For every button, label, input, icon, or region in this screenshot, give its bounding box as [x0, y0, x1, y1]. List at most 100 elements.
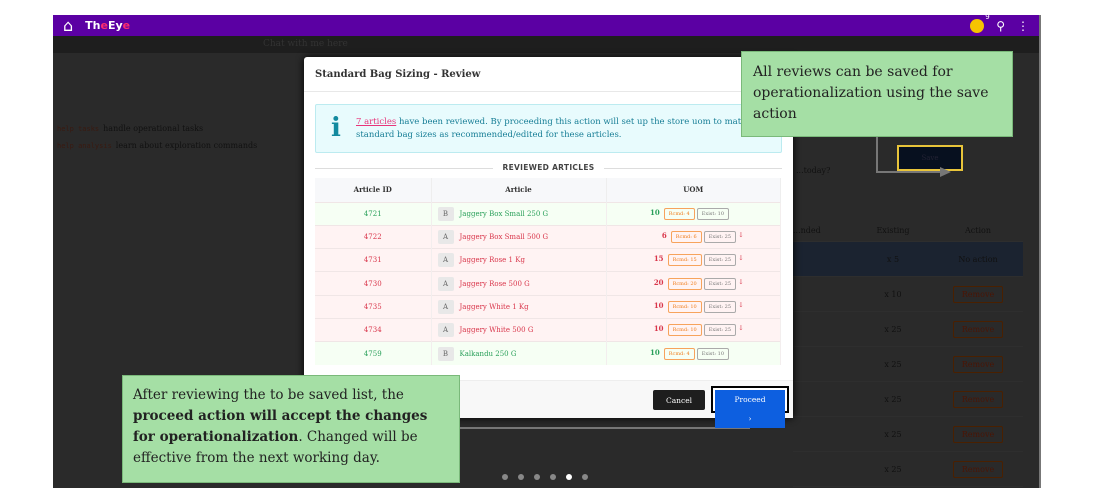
existing-badge: Exist: 25	[703, 324, 736, 337]
bg-table: ...nded Existing Action x 5 No action x 10 Re…	[793, 220, 1023, 487]
recommended-badge: Rcmd: 20	[667, 277, 702, 290]
bg-existing: x 10	[884, 289, 902, 299]
uom-cell: 20 Rcmd: 20 Exist: 25 ↓	[606, 271, 781, 296]
carousel-dot[interactable]	[582, 474, 588, 480]
uom-cell: 10 Rcmd: 4 Exist: 10	[606, 341, 781, 366]
bg-action[interactable]: Remove	[952, 320, 1004, 338]
bg-existing: x 25	[884, 464, 902, 474]
proceed-label: Proceed	[715, 390, 785, 409]
article-name: Jaggery Rose 500 G	[459, 279, 530, 288]
more-vert-icon[interactable]: ⋮	[1017, 18, 1029, 33]
articles-link[interactable]: 7 articles	[356, 116, 397, 127]
article-cell: B Jaggery Box Small 250 G	[431, 201, 607, 226]
brand-logo[interactable]: TheEye	[85, 19, 130, 32]
brand-part: Ey	[107, 19, 123, 32]
recommended-badge: Rcmd: 4	[663, 207, 695, 220]
carousel-dots	[502, 474, 588, 480]
bg-existing: x 25	[884, 359, 902, 369]
uom-cell: 6 Rcmd: 6 Exist: 25 ↓	[606, 224, 781, 249]
carousel-dot[interactable]	[502, 474, 508, 480]
bg-action[interactable]: Remove	[952, 390, 1004, 408]
bg-existing: x 25	[884, 429, 902, 439]
carousel-dot[interactable]	[518, 474, 524, 480]
callout-proceed: After reviewing the to be saved list, th…	[122, 375, 460, 483]
bg-question: ...today?	[796, 166, 831, 175]
carousel-dot[interactable]	[550, 474, 556, 480]
carousel-dot[interactable]	[566, 474, 572, 480]
review-modal: Standard Bag Sizing - Review i 7 article…	[304, 57, 793, 428]
article-name: Jaggery White 1 Kg	[459, 302, 529, 311]
article-cell: A Jaggery Rose 500 G	[431, 271, 607, 296]
bg-action[interactable]: Remove	[952, 460, 1004, 478]
level-badge: A	[437, 299, 454, 314]
recommended-badge: Rcmd: 15	[667, 254, 702, 267]
arrow-down-icon: ↓	[738, 300, 744, 309]
bg-action[interactable]: No action	[958, 254, 998, 264]
help-desc: learn about exploration commands	[115, 141, 258, 150]
topbar: ⌂ TheEye 9 ⚲ ⋮	[53, 15, 1039, 36]
col-article: Article	[431, 178, 607, 202]
level-badge: A	[437, 253, 454, 268]
existing-badge: Exist: 25	[703, 254, 736, 267]
level-badge: A	[437, 276, 454, 291]
search-icon[interactable]: ⚲	[996, 18, 1005, 33]
bg-row: x 25 Remove	[793, 452, 1023, 487]
article-name: Jaggery Box Small 500 G	[459, 232, 549, 241]
existing-badge: Exist: 10	[696, 347, 729, 360]
recommended-badge: Rcmd: 10	[667, 300, 702, 313]
bg-row: x 10 Remove	[793, 277, 1023, 312]
bg-existing: x 5	[886, 254, 900, 264]
bg-header: Existing	[876, 226, 910, 235]
proceed-button[interactable]: Proceed ›	[711, 386, 789, 428]
info-alert: i 7 articles have been reviewed. By proc…	[315, 104, 782, 153]
arrow-down-icon: ↓	[738, 254, 744, 263]
chat-strip: Chat with me here	[53, 36, 1039, 53]
article-id: 4759	[315, 341, 432, 366]
info-text: have been reviewed. By proceeding this a…	[356, 116, 752, 140]
article-cell: B Kalkandu 250 G	[431, 341, 607, 366]
help-line: help analysis learn about exploration com…	[57, 141, 257, 150]
level-badge: B	[437, 206, 454, 221]
cancel-button[interactable]: Cancel	[653, 390, 705, 410]
table-row: 4730 A Jaggery Rose 500 G 20 Rcmd: 20 Exist…	[315, 271, 781, 296]
bg-action[interactable]: Remove	[952, 285, 1004, 303]
callout-save: All reviews can be saved for operational…	[741, 51, 1013, 137]
bg-action[interactable]: Remove	[952, 425, 1004, 443]
bg-header: Action	[965, 226, 991, 235]
existing-badge: Exist: 25	[703, 230, 736, 243]
article-id: 4731	[315, 248, 432, 272]
level-badge: A	[437, 323, 454, 338]
bg-action[interactable]: Remove	[952, 355, 1004, 373]
article-name: Jaggery Rose 1 Kg	[459, 256, 525, 265]
uom-cell: 15 Rcmd: 15 Exist: 25 ↓	[606, 248, 781, 272]
bg-row: x 5 No action	[793, 242, 1023, 277]
col-article-id: Article ID	[315, 178, 432, 202]
article-id: 4735	[315, 294, 432, 319]
bg-existing: x 25	[884, 324, 902, 334]
uom-value: 10	[650, 347, 660, 357]
existing-badge: Exist: 10	[696, 207, 729, 220]
notification-count: 9	[985, 15, 990, 21]
help-cmd: help analysis	[57, 142, 112, 150]
existing-badge: Exist: 25	[703, 277, 736, 290]
uom-value: 10	[653, 324, 664, 334]
bg-row: x 25 Remove	[793, 347, 1023, 382]
article-name: Jaggery White 500 G	[459, 326, 534, 335]
uom-value: 15	[653, 254, 664, 264]
uom-value: 10	[650, 207, 660, 217]
help-line: help tasks handle operational tasks	[57, 124, 203, 133]
info-icon: i	[331, 113, 341, 143]
table-row: 4731 A Jaggery Rose 1 Kg 15 Rcmd: 15 Exist:…	[315, 248, 781, 272]
carousel-dot[interactable]	[534, 474, 540, 480]
modal-title: Standard Bag Sizing - Review	[304, 57, 793, 92]
home-icon[interactable]: ⌂	[63, 16, 74, 35]
notification-coin-icon[interactable]: 9	[970, 15, 990, 33]
table-row: 4759 B Kalkandu 250 G 10 Rcmd: 4 Exist: 10	[315, 341, 781, 366]
brand-part: e	[100, 19, 108, 32]
article-cell: A Jaggery Box Small 500 G	[431, 224, 607, 249]
article-id: 4730	[315, 271, 432, 296]
recommended-badge: Rcmd: 6	[670, 230, 702, 243]
table-row: 4734 A Jaggery White 500 G 10 Rcmd: 10 Exis…	[315, 317, 781, 342]
save-button[interactable]: Save	[897, 145, 963, 171]
